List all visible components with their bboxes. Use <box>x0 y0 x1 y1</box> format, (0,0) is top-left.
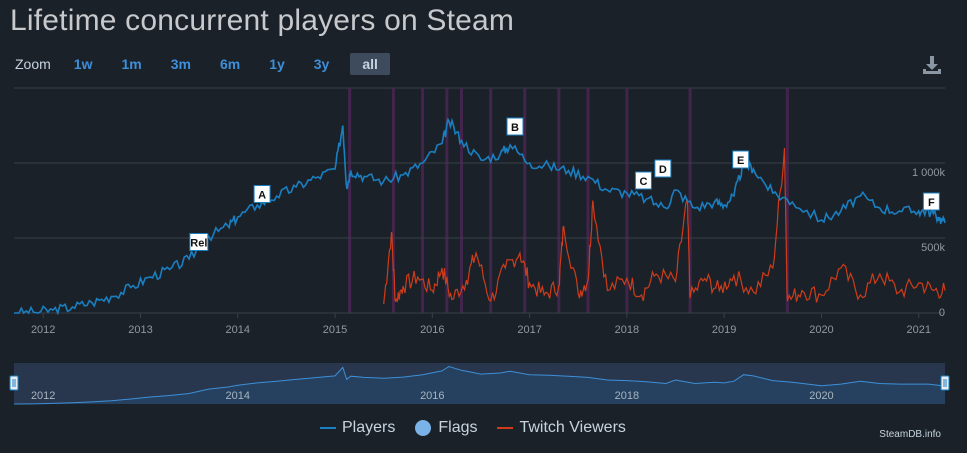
navigator-tick-label: 2020 <box>809 390 833 402</box>
legend-line-icon <box>320 427 336 429</box>
x-tick-label: 2020 <box>809 324 833 336</box>
x-tick-label: 2012 <box>31 324 55 336</box>
flag-band <box>445 88 449 313</box>
series-players-line <box>14 117 946 316</box>
flag-band <box>421 88 425 313</box>
flag-marker <box>654 159 672 178</box>
credits: SteamDB.info <box>879 429 941 440</box>
download-icon[interactable] <box>920 53 944 77</box>
x-tick-label: 2017 <box>517 324 541 336</box>
y-tick-label: 500k <box>921 242 945 254</box>
flag-band <box>586 88 590 313</box>
flag-label: C <box>639 176 647 188</box>
x-tick-label: 2018 <box>615 324 639 336</box>
legend-item-players[interactable]: Players <box>320 419 395 437</box>
zoom-1w-button[interactable]: 1w <box>73 56 93 72</box>
y-tick-label: 0 <box>939 307 945 319</box>
navigator-area <box>14 366 945 404</box>
zoom-1m-button[interactable]: 1m <box>121 56 142 72</box>
page-title: Lifetime concurrent players on Steam <box>10 4 515 37</box>
navigator-tick-label: 2014 <box>226 390 250 402</box>
x-tick-label: 2021 <box>906 324 930 336</box>
legend-dot-icon <box>415 420 432 436</box>
zoom-1y-button[interactable]: 1y <box>269 56 285 72</box>
flag-band <box>460 88 464 313</box>
zoom-all-button[interactable]: all <box>350 53 390 75</box>
flag-label: E <box>737 155 744 167</box>
x-tick-label: 2014 <box>226 324 250 336</box>
flag-label: F <box>928 197 935 209</box>
legend-label-players: Players <box>342 419 396 436</box>
zoom-label: Zoom <box>15 56 51 72</box>
flag-marker <box>732 150 750 169</box>
navigator-line <box>13 365 946 405</box>
flag-marker <box>922 192 940 211</box>
legend: Players Flags Twitch Viewers <box>320 419 646 437</box>
zoom-3y-button[interactable]: 3y <box>313 56 330 72</box>
flag-band <box>523 88 527 313</box>
flag-marker <box>253 185 271 203</box>
series-twitch-line <box>383 147 946 305</box>
flag-marker <box>506 117 524 136</box>
x-tick-label: 2019 <box>712 324 736 336</box>
flag-marker <box>634 171 652 190</box>
legend-line-icon <box>497 427 514 429</box>
flag-band <box>391 88 395 313</box>
x-tick-label: 2016 <box>420 324 444 336</box>
flag-band <box>625 88 629 313</box>
flag-band <box>348 88 352 313</box>
navigator-tick-label: 2018 <box>615 390 639 402</box>
zoom-3m-button[interactable]: 3m <box>170 56 191 72</box>
x-tick-label: 2015 <box>323 324 347 336</box>
y-tick-label: 1 000k <box>912 167 946 179</box>
legend-label-twitch: Twitch Viewers <box>519 419 626 436</box>
navigator-handle-left[interactable] <box>9 375 19 391</box>
x-tick-label: 2013 <box>128 324 152 336</box>
zoom-6m-button[interactable]: 6m <box>219 56 241 72</box>
legend-label-flags: Flags <box>438 419 478 436</box>
navigator-tick-label: 2012 <box>31 390 55 402</box>
navigator-window <box>14 363 945 404</box>
flag-label: D <box>659 164 667 176</box>
flag-label: B <box>511 122 519 134</box>
legend-item-twitch[interactable]: Twitch Viewers <box>497 419 626 437</box>
flag-band <box>489 88 493 313</box>
legend-item-flags[interactable]: Flags <box>415 419 477 437</box>
zoom-controls: Zoom 1w 1m 3m 6m 1y 3y all <box>15 52 403 76</box>
navigator-handle-right[interactable] <box>940 375 950 391</box>
flag-marker <box>189 233 209 251</box>
navigator-tick-label: 2016 <box>420 390 444 402</box>
flag-label: Rel <box>190 238 207 250</box>
flag-label: A <box>258 190 266 202</box>
flag-band <box>557 88 561 313</box>
